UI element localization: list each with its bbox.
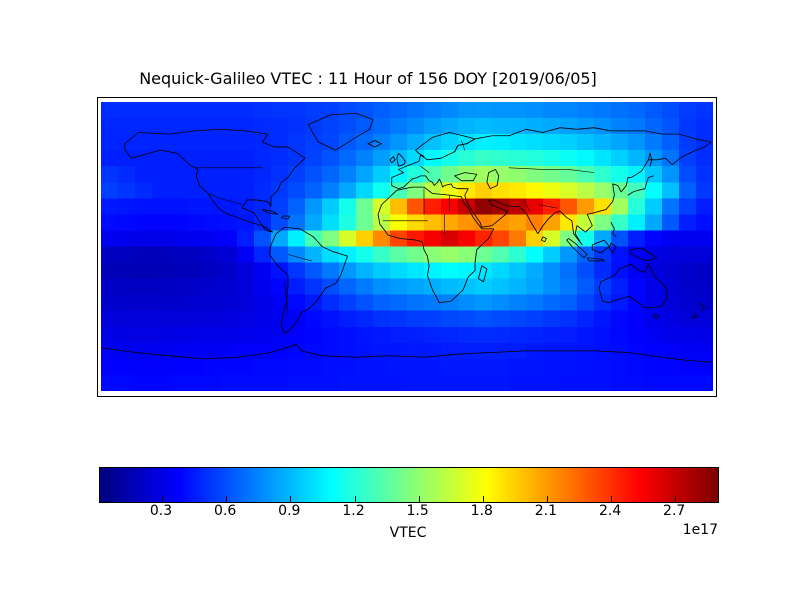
coast-hispaniola <box>280 215 291 220</box>
colorbar-offset-label: 1e17 <box>682 522 718 538</box>
colorbar-tick-label: 1.2 <box>342 503 365 519</box>
colorbar-tick-label: 0.6 <box>214 503 237 519</box>
coast-new-zealand <box>692 302 705 320</box>
colorbar-tick-mark <box>290 496 292 502</box>
coast-madagascar <box>477 265 488 283</box>
colorbar-tick-label: 2.4 <box>598 503 622 519</box>
colorbar-gradient-canvas <box>100 468 718 502</box>
colorbar-tick-mark <box>354 496 356 502</box>
coast-caspian-sea <box>486 169 500 190</box>
coast-africa <box>377 186 495 304</box>
coast-java <box>586 257 605 262</box>
colorbar-tick-mark <box>482 496 484 502</box>
colorbar-axis-label: VTEC <box>389 525 427 541</box>
coast-north-america <box>124 128 306 233</box>
coast-iceland <box>367 140 382 148</box>
coast-antarctica <box>101 344 713 363</box>
coast-south-america <box>268 226 348 334</box>
coast-new-guinea <box>629 247 658 262</box>
map-plot <box>101 102 713 391</box>
colorbar-tick-mark <box>611 496 613 502</box>
coast-borneo <box>591 239 610 254</box>
coast-cuba <box>262 209 279 215</box>
coast-black-sea <box>454 172 478 182</box>
colorbar-tick-label: 0.3 <box>149 503 173 519</box>
coast-japan <box>627 175 654 196</box>
coast-tasmania <box>653 313 660 320</box>
colorbar-tick-label: 1.8 <box>470 503 493 519</box>
coast-eurasia <box>391 127 712 246</box>
map-plot-frame <box>97 97 717 397</box>
coast-ireland <box>389 156 396 164</box>
colorbar-tick-label: 0.9 <box>278 503 301 519</box>
coast-philippines <box>610 222 617 238</box>
colorbar-tick-label: 2.1 <box>534 503 558 519</box>
colorbar-tick-mark <box>418 496 420 502</box>
coast-sri-lanka <box>540 236 547 243</box>
colorbar-tick-label: 1.5 <box>406 503 429 519</box>
colorbar <box>99 467 719 503</box>
colorbar-tick-mark <box>226 496 228 502</box>
colorbar-tick-mark <box>546 496 548 502</box>
coast-sakhalin <box>647 152 653 167</box>
coast-sumatra <box>566 238 588 259</box>
country-borders <box>194 140 595 315</box>
coast-uk <box>396 152 406 167</box>
colorbar-tick-mark <box>162 496 163 502</box>
vtec-heatmap-canvas <box>101 102 713 391</box>
coast-sulawesi <box>608 242 617 254</box>
coastlines-overlay <box>101 112 713 363</box>
coast-greenland <box>307 112 374 151</box>
colorbar-tick-mark <box>675 496 677 502</box>
figure-title: Nequick-Galileo VTEC : 11 Hour of 156 DO… <box>139 69 597 88</box>
colorbar-tick-label: 2.7 <box>663 503 686 519</box>
coast-scandinavia <box>415 132 476 157</box>
coast-australia <box>598 263 668 308</box>
